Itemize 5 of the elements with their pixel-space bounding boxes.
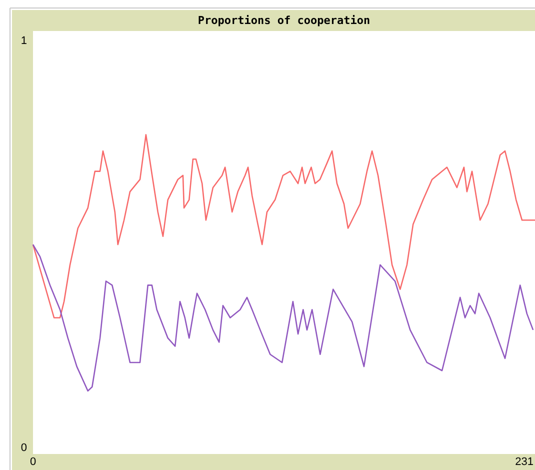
line-series xyxy=(32,244,534,392)
x-tick-label: 231 xyxy=(515,456,534,468)
y-tick-label: 1 xyxy=(20,35,27,48)
line-series xyxy=(32,134,535,318)
chart-title: Proportions of cooperation xyxy=(198,14,370,27)
